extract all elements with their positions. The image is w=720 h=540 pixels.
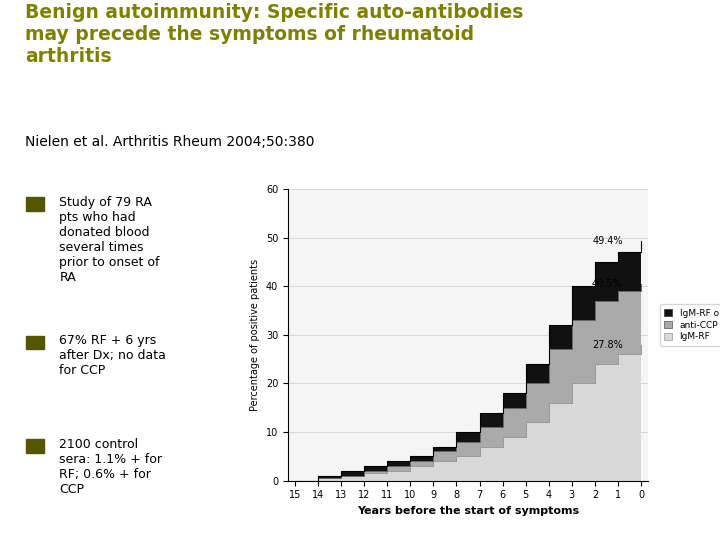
Text: Study of 79 RA
pts who had
donated blood
several times
prior to onset of
RA: Study of 79 RA pts who had donated blood… xyxy=(60,195,160,284)
Bar xyxy=(26,336,44,349)
Text: 67% RF + 6 yrs
after Dx; no data
for CCP: 67% RF + 6 yrs after Dx; no data for CCP xyxy=(60,334,166,377)
Text: Nielen et al. Arthritis Rheum 2004;50:380: Nielen et al. Arthritis Rheum 2004;50:38… xyxy=(25,135,315,149)
Text: 2100 control
sera: 1.1% + for
RF; 0.6% + for
CCP: 2100 control sera: 1.1% + for RF; 0.6% +… xyxy=(60,437,163,496)
Y-axis label: Percentage of positive patients: Percentage of positive patients xyxy=(251,259,261,411)
Text: 40.5%: 40.5% xyxy=(592,279,623,289)
X-axis label: Years before the start of symptoms: Years before the start of symptoms xyxy=(357,506,579,516)
Text: 49.4%: 49.4% xyxy=(592,235,623,246)
Bar xyxy=(26,440,44,453)
Text: Benign autoimmunity: Specific auto-antibodies
may precede the symptoms of rheuma: Benign autoimmunity: Specific auto-antib… xyxy=(25,3,523,66)
Bar xyxy=(26,198,44,211)
Text: 27.8%: 27.8% xyxy=(592,341,623,350)
Legend: IgM-RF or anti-CCP, anti-CCP, IgM-RF: IgM-RF or anti-CCP, anti-CCP, IgM-RF xyxy=(660,305,720,346)
